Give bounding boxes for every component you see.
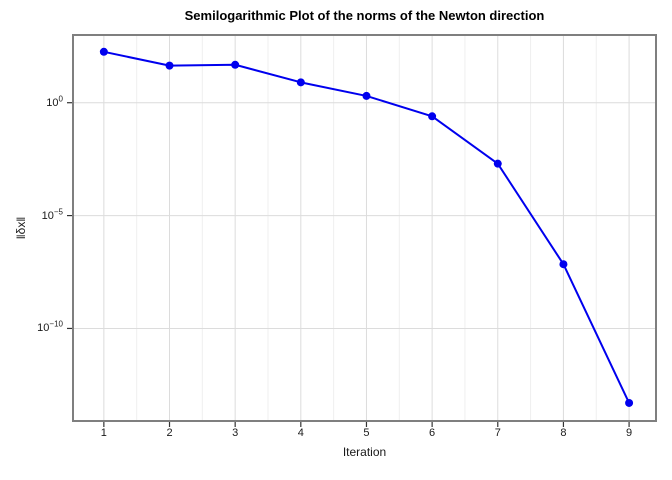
data-point bbox=[625, 398, 634, 407]
data-point bbox=[165, 61, 174, 70]
data-point bbox=[231, 60, 240, 69]
data-point bbox=[428, 112, 437, 121]
x-axis-label: Iteration bbox=[342, 445, 387, 459]
x-tick-label: 8 bbox=[560, 427, 567, 439]
x-tick-label: 3 bbox=[232, 427, 239, 439]
x-tick-label: 5 bbox=[363, 427, 370, 439]
x-tick-label: 7 bbox=[494, 427, 501, 439]
y-tick-label: 10−10 bbox=[37, 319, 63, 335]
y-tick-label: 10−5 bbox=[41, 206, 63, 222]
data-point bbox=[559, 260, 568, 269]
x-tick-label: 2 bbox=[166, 427, 173, 439]
plot-border bbox=[72, 34, 657, 422]
data-point bbox=[296, 78, 305, 87]
data-point bbox=[99, 47, 108, 56]
x-tick-label: 1 bbox=[100, 427, 107, 439]
x-tick-label: 9 bbox=[626, 427, 633, 439]
data-point bbox=[362, 91, 371, 100]
y-tick-label: 100 bbox=[46, 94, 63, 109]
x-tick-label: 4 bbox=[297, 427, 304, 439]
chart-title: Semilogarithmic Plot of the norms of the… bbox=[184, 8, 545, 23]
x-tick-label: 6 bbox=[429, 427, 436, 439]
data-point bbox=[493, 159, 502, 168]
